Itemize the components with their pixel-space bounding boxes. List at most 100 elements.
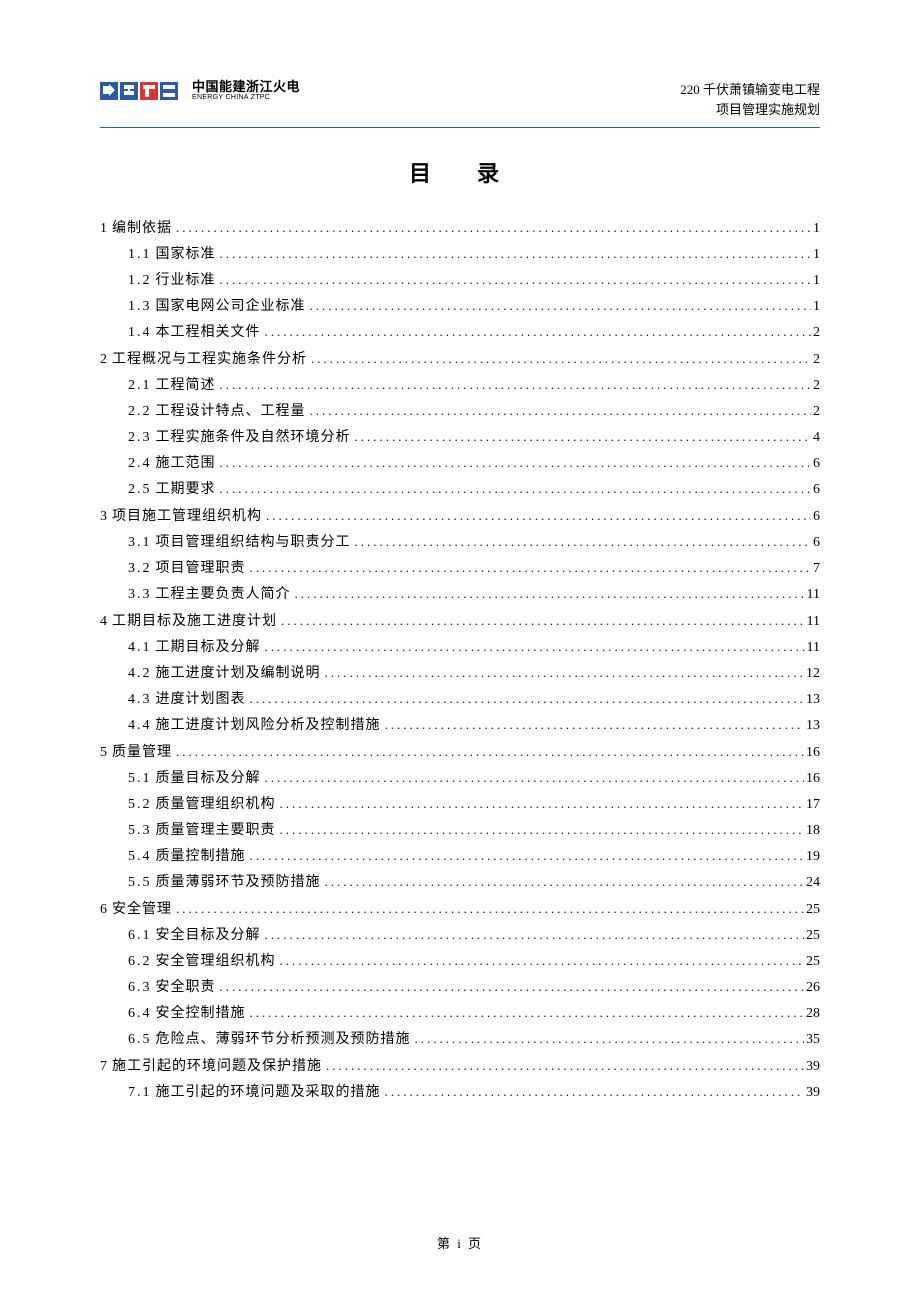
toc-label: 行业标准: [156, 274, 216, 288]
toc-number: 2.4: [128, 457, 152, 471]
toc-page-number: 13: [806, 719, 820, 733]
toc-leader-dots: ........................................…: [265, 640, 805, 653]
toc-entry: 3.2项目管理职责 ..............................…: [100, 561, 820, 576]
logo-text: 中国能建浙江火电 ENERGY CHINA ZTPC: [192, 80, 300, 102]
header-right: 220 千伏萧镇输变电工程 项目管理实施规划: [680, 80, 820, 119]
logo-en: ENERGY CHINA ZTPC: [192, 94, 300, 102]
toc-page-number: 2: [813, 353, 820, 367]
toc-leader-dots: ........................................…: [385, 718, 805, 731]
toc-page-number: 2: [813, 405, 820, 419]
toc-leader-dots: ........................................…: [220, 247, 812, 260]
toc-number: 3.2: [128, 562, 152, 576]
toc-leader-dots: ........................................…: [220, 980, 805, 993]
toc-number: 4.4: [128, 719, 152, 733]
toc-page-number: 35: [806, 1033, 820, 1047]
toc-number: 5.4: [128, 850, 152, 864]
toc-label: 工程设计特点、工程量: [156, 405, 306, 419]
toc-entry: 7施工引起的环境问题及保护措施 ........................…: [100, 1058, 820, 1074]
toc-leader-dots: ........................................…: [310, 299, 812, 312]
toc-number: 5.1: [128, 772, 152, 786]
toc-entry: 1.1国家标准 ................................…: [100, 247, 820, 262]
toc-label: 安全目标及分解: [156, 929, 261, 943]
toc-entry: 1.3国家电网公司企业标准 ..........................…: [100, 299, 820, 314]
toc-page-number: 4: [813, 431, 820, 445]
toc-label: 施工进度计划风险分析及控制措施: [156, 719, 381, 733]
toc-entry: 6.1安全目标及分解 .............................…: [100, 928, 820, 943]
toc-label: 工程实施条件及自然环境分析: [156, 431, 351, 445]
toc-label: 工期目标及分解: [156, 641, 261, 655]
toc-number: 5.3: [128, 824, 152, 838]
header-line-2: 项目管理实施规划: [680, 100, 820, 120]
table-of-contents: 1 编制依据 ..................................…: [100, 220, 820, 1100]
toc-number: 6.2: [128, 955, 152, 969]
toc-page-number: 16: [806, 746, 820, 760]
toc-label: 施工引起的环境问题及采取的措施: [156, 1086, 381, 1100]
toc-leader-dots: ........................................…: [250, 849, 805, 862]
toc-entry: 2.4施工范围 ................................…: [100, 456, 820, 471]
toc-leader-dots: ........................................…: [176, 902, 804, 915]
toc-number: 1.1: [128, 248, 152, 262]
page-header: 中国能建浙江火电 ENERGY CHINA ZTPC 220 千伏萧镇输变电工程…: [100, 80, 820, 128]
toc-entry: 4.3进度计划图表 ..............................…: [100, 692, 820, 707]
toc-leader-dots: ........................................…: [250, 1006, 805, 1019]
toc-leader-dots: ........................................…: [220, 378, 812, 391]
toc-entry: 5.2质量管理组织机构 ............................…: [100, 797, 820, 812]
toc-number: 6.5: [128, 1033, 152, 1047]
toc-leader-dots: ........................................…: [310, 404, 812, 417]
toc-label: 项目管理职责: [156, 562, 246, 576]
toc-page-number: 12: [806, 667, 820, 681]
toc-label: 安全管理组织机构: [156, 955, 276, 969]
toc-number: 2.3: [128, 431, 152, 445]
toc-entry: 2.5工期要求 ................................…: [100, 482, 820, 497]
toc-entry: 6.3安全职责 ................................…: [100, 980, 820, 995]
toc-label: 质量控制措施: [156, 850, 246, 864]
toc-entry: 4工期目标及施工进度计划 ...........................…: [100, 613, 820, 629]
toc-leader-dots: ........................................…: [325, 875, 805, 888]
toc-page-number: 24: [806, 876, 820, 890]
toc-page-number: 25: [806, 903, 820, 917]
toc-leader-dots: ........................................…: [325, 666, 805, 679]
toc-page-number: 6: [813, 483, 820, 497]
toc-leader-dots: ........................................…: [250, 692, 805, 705]
toc-number: 5.2: [128, 798, 152, 812]
toc-page-number: 11: [807, 641, 820, 655]
toc-title: 目 录: [100, 156, 820, 188]
toc-entry: 1编制依据 ..................................…: [100, 220, 820, 236]
toc-label: 安全控制措施: [156, 1007, 246, 1021]
toc-number: 6.3: [128, 981, 152, 995]
toc-page-number: 25: [806, 955, 820, 969]
toc-page-number: 18: [806, 824, 820, 838]
toc-label: 质量管理组织机构: [156, 798, 276, 812]
toc-entry: 4.2施工进度计划及编制说明 .........................…: [100, 666, 820, 681]
toc-page-number: 25: [806, 929, 820, 943]
toc-leader-dots: ........................................…: [266, 509, 811, 522]
toc-number: 2.2: [128, 405, 152, 419]
logo-block: 中国能建浙江火电 ENERGY CHINA ZTPC: [100, 80, 300, 102]
logo-cn: 中国能建浙江火电: [192, 80, 300, 94]
toc-entry: 3.3工程主要负责人简介 ...........................…: [100, 587, 820, 602]
toc-page-number: 6: [813, 510, 820, 524]
toc-page-number: 39: [806, 1086, 820, 1100]
toc-page-number: 6: [813, 457, 820, 471]
toc-label: 编制依据: [112, 220, 172, 234]
toc-leader-dots: ........................................…: [265, 928, 805, 941]
toc-leader-dots: ........................................…: [415, 1032, 805, 1045]
toc-number: 4: [100, 615, 108, 629]
toc-page-number: 11: [807, 588, 820, 602]
toc-entry: 6.4安全控制措施 ..............................…: [100, 1006, 820, 1021]
toc-label: 工程主要负责人简介: [156, 588, 291, 602]
toc-page-number: 19: [806, 850, 820, 864]
header-line-1: 220 千伏萧镇输变电工程: [680, 80, 820, 100]
toc-page-number: 17: [806, 798, 820, 812]
toc-number: 1: [100, 222, 108, 236]
toc-entry: 5.1质量目标及分解 .............................…: [100, 771, 820, 786]
toc-leader-dots: ........................................…: [265, 771, 805, 784]
toc-page-number: 2: [813, 379, 820, 393]
toc-page-number: 1: [813, 248, 820, 262]
toc-label: 本工程相关文件: [156, 326, 261, 340]
toc-page-number: 16: [806, 772, 820, 786]
toc-label: 安全管理: [112, 901, 172, 915]
toc-number: 6: [100, 903, 108, 917]
toc-page-number: 28: [806, 1007, 820, 1021]
toc-page-number: 1: [813, 222, 820, 236]
